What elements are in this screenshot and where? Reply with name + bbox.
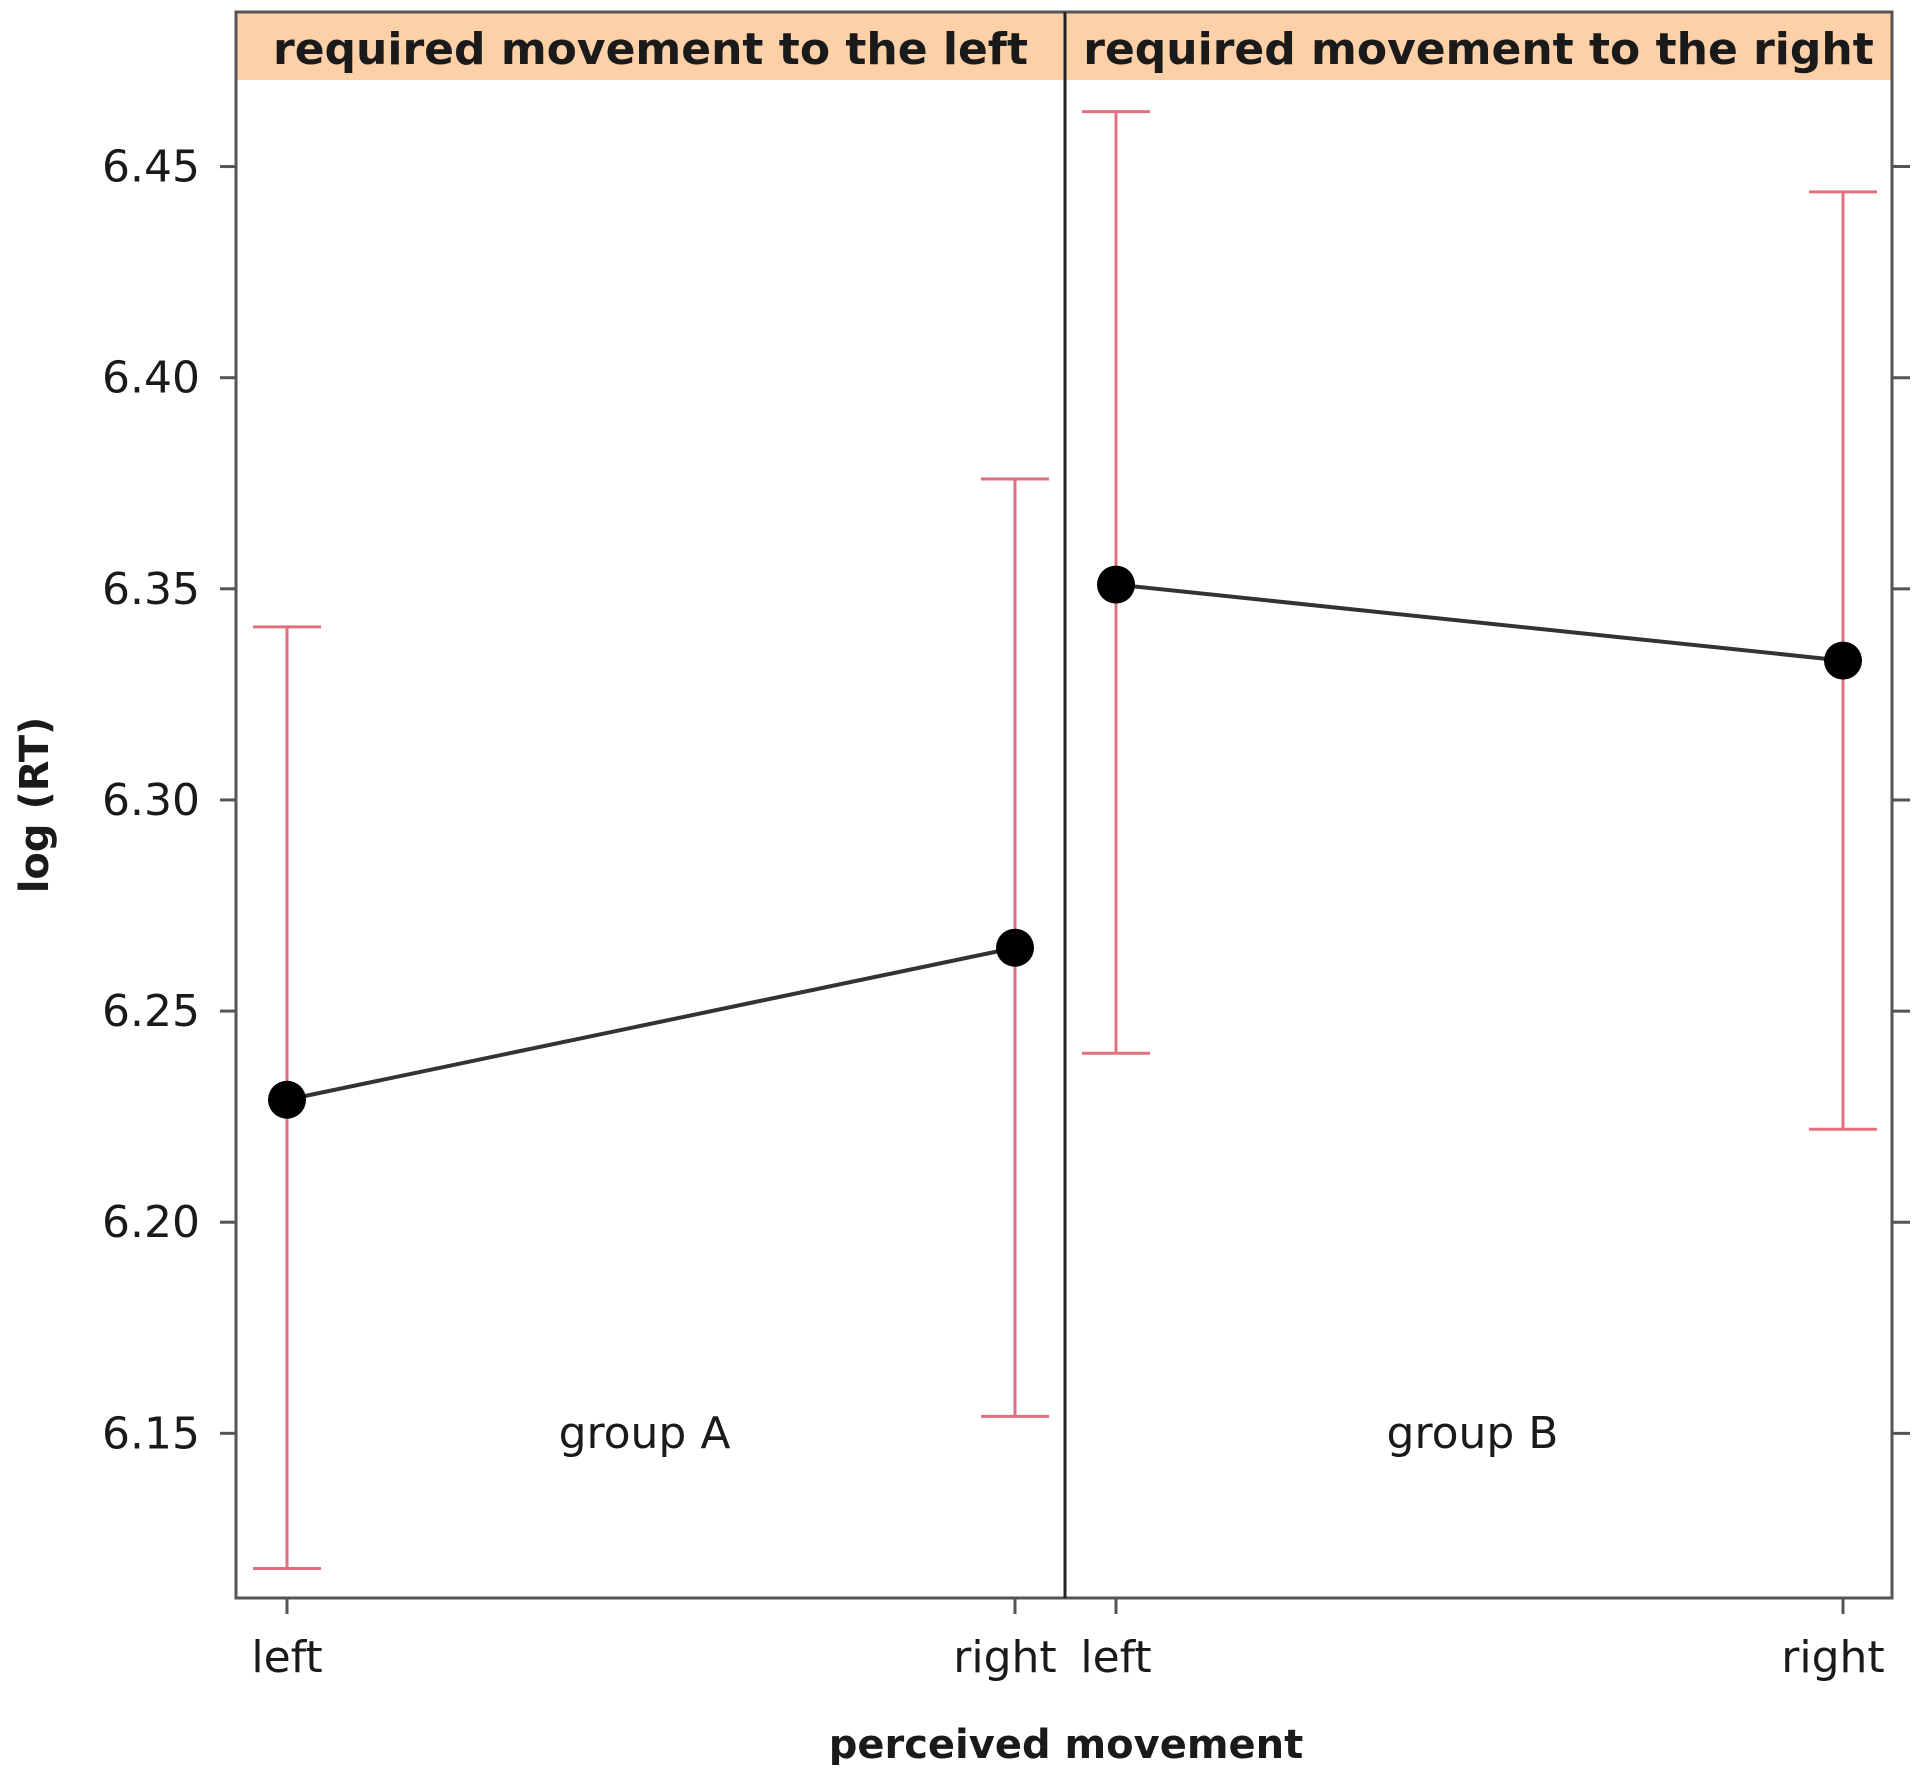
y-tick-label-6.35: 6.35 [102, 564, 200, 615]
y-axis-title: log (RT) [12, 717, 58, 894]
x-tick-label-1-left: left [251, 1632, 322, 1683]
y-tick-label-6.45: 6.45 [102, 142, 200, 193]
y-tick-label-6.20: 6.20 [102, 1197, 200, 1248]
strip-label-1: required movement to the left [273, 24, 1028, 75]
x-axis-title: perceived movement [829, 1722, 1304, 1765]
series-line-2 [1115, 582, 1844, 663]
point-2-right [1824, 641, 1862, 680]
y-tick-label-6.25: 6.25 [102, 986, 200, 1037]
x-tick-label-1-right: right [953, 1632, 1056, 1683]
strip-background-1 [236, 12, 1065, 80]
strip-background-2 [1065, 12, 1892, 80]
point-2-left [1097, 565, 1135, 604]
x-tick-label-2-right: right [1781, 1632, 1884, 1683]
group-label-1: group A [559, 1408, 731, 1459]
group-label-2: group B [1387, 1408, 1559, 1459]
point-1-left [268, 1080, 306, 1119]
strip-label-2: required movement to the right [1083, 24, 1874, 75]
y-tick-label-6.15: 6.15 [102, 1408, 200, 1459]
y-tick-label-6.30: 6.30 [102, 775, 200, 826]
series-line-1 [286, 945, 1016, 1102]
x-tick-label-2-left: left [1080, 1632, 1151, 1683]
point-1-right [996, 928, 1034, 967]
y-tick-label-6.40: 6.40 [102, 353, 200, 404]
